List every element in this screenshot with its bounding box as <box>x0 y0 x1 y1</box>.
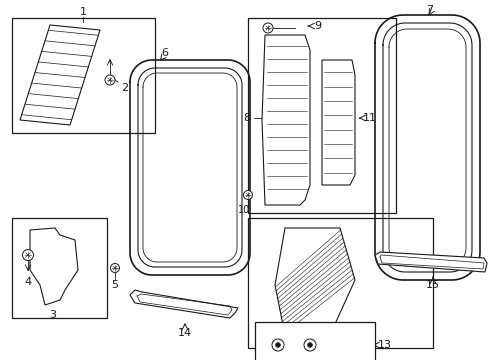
Text: 8: 8 <box>243 113 250 123</box>
Bar <box>247 18 395 213</box>
Text: 9: 9 <box>314 21 321 31</box>
Polygon shape <box>374 252 486 272</box>
Circle shape <box>110 264 119 273</box>
Text: 1: 1 <box>80 7 86 17</box>
Text: 13: 13 <box>377 340 391 350</box>
Circle shape <box>105 75 115 85</box>
Circle shape <box>275 343 280 347</box>
Text: 3: 3 <box>49 310 57 320</box>
Text: 12: 12 <box>322 350 336 360</box>
Circle shape <box>271 339 284 351</box>
Circle shape <box>243 190 252 199</box>
Polygon shape <box>274 228 354 335</box>
Text: 15: 15 <box>425 280 439 290</box>
Bar <box>12 218 107 318</box>
Polygon shape <box>130 290 238 318</box>
Circle shape <box>22 249 34 261</box>
Polygon shape <box>30 228 78 305</box>
Polygon shape <box>321 60 354 185</box>
Circle shape <box>307 343 312 347</box>
Circle shape <box>304 339 315 351</box>
Text: 4: 4 <box>24 277 32 287</box>
Bar <box>254 322 374 360</box>
Text: 7: 7 <box>426 5 433 15</box>
Text: 2: 2 <box>121 83 128 93</box>
Polygon shape <box>262 35 309 205</box>
Text: 14: 14 <box>178 328 192 338</box>
Circle shape <box>263 23 272 33</box>
Text: 6: 6 <box>161 48 168 58</box>
Text: 11: 11 <box>362 113 376 123</box>
Bar <box>12 18 155 133</box>
Polygon shape <box>20 25 100 125</box>
Bar <box>247 218 432 348</box>
Text: 5: 5 <box>111 280 118 290</box>
Text: 10: 10 <box>237 205 250 215</box>
